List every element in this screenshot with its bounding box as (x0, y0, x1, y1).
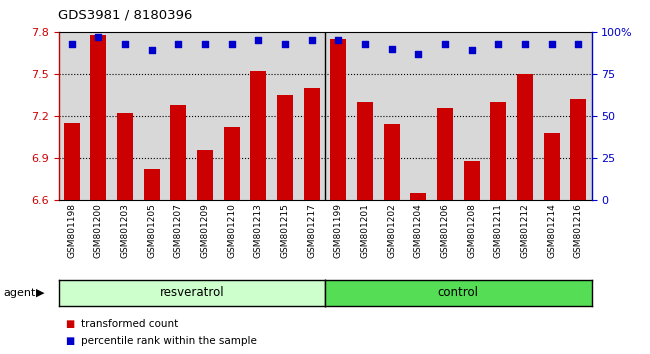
Text: agent: agent (3, 288, 36, 298)
Point (573, 41, 584, 46)
Bar (330, 39, 346, 354)
Text: percentile rank within the sample: percentile rank within the sample (81, 336, 257, 346)
Bar (437, 108, 453, 354)
Point (280, 41, 291, 46)
Point (439, 41, 450, 46)
Bar (197, 149, 213, 354)
Point (413, 51, 424, 57)
Bar (463, 161, 480, 354)
Bar (410, 193, 426, 354)
Text: ■: ■ (65, 336, 74, 346)
Point (467, 47, 477, 53)
Bar (543, 133, 560, 354)
Point (307, 38, 317, 43)
Point (120, 41, 130, 46)
Bar (384, 124, 400, 354)
Text: resveratrol: resveratrol (159, 286, 224, 299)
Text: transformed count: transformed count (81, 319, 179, 329)
Point (386, 46, 396, 52)
Point (547, 41, 557, 46)
Bar (224, 127, 240, 354)
Bar (277, 95, 293, 354)
Text: ■: ■ (65, 319, 74, 329)
Point (94, 34, 104, 40)
Text: control: control (437, 286, 479, 299)
Text: ▶: ▶ (36, 288, 44, 298)
Bar (570, 99, 586, 354)
Bar (357, 102, 373, 354)
Point (147, 47, 157, 53)
Bar (117, 113, 133, 354)
Text: GDS3981 / 8180396: GDS3981 / 8180396 (58, 9, 193, 22)
Bar (144, 169, 160, 354)
Point (200, 41, 211, 46)
Point (360, 41, 370, 46)
Point (333, 38, 343, 43)
Bar (90, 35, 107, 354)
Point (67, 41, 77, 46)
Bar (517, 74, 533, 354)
Bar (170, 105, 187, 354)
Bar (250, 71, 266, 354)
Point (173, 41, 184, 46)
Point (493, 41, 504, 46)
Bar (64, 123, 80, 354)
Bar (490, 102, 506, 354)
Point (227, 41, 237, 46)
Bar (304, 88, 320, 354)
Point (520, 41, 530, 46)
Point (254, 38, 264, 43)
